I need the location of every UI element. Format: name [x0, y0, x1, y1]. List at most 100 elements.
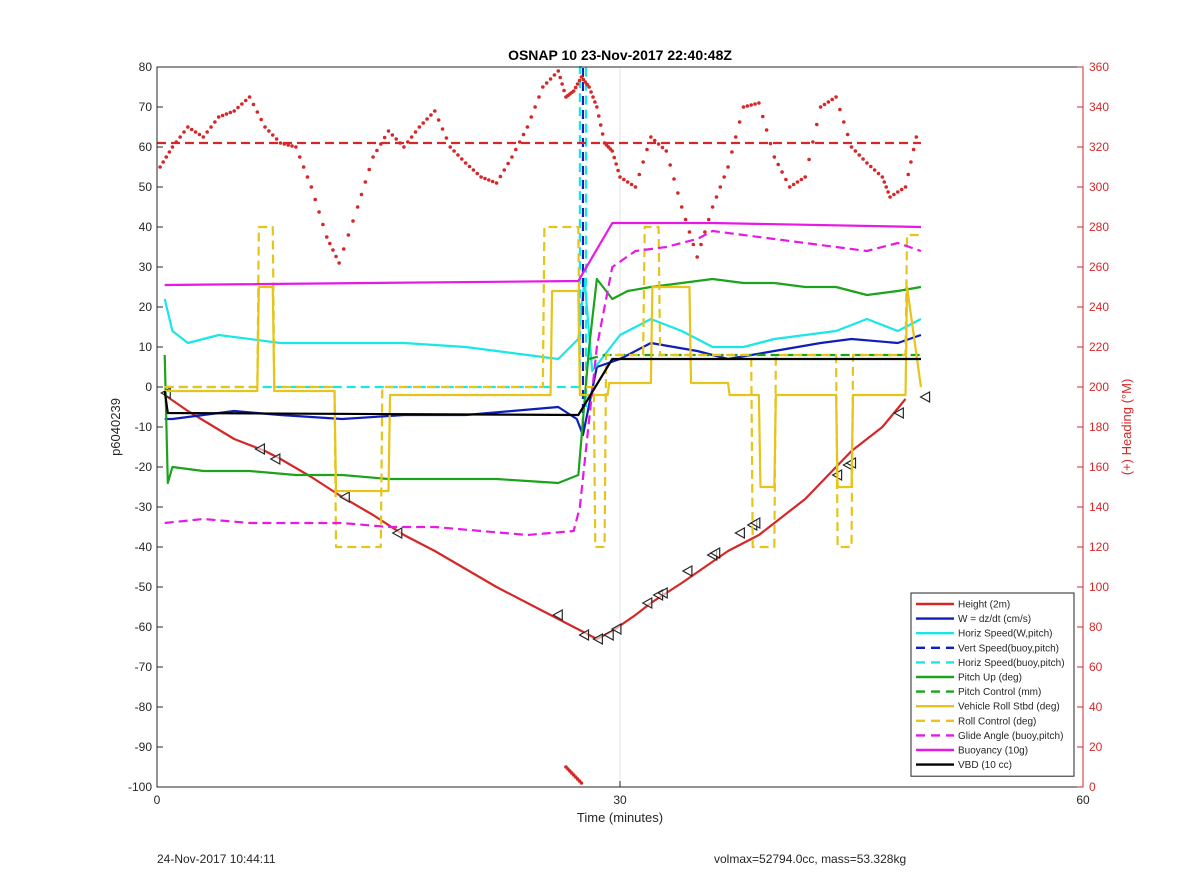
heading-point [537, 95, 541, 99]
y2-tick-label: 100 [1089, 580, 1109, 594]
heading-point [409, 135, 414, 139]
heading-point [577, 78, 582, 83]
height-marker [709, 546, 721, 560]
heading-point [471, 168, 476, 172]
heading-point [448, 145, 453, 149]
heading-point [589, 90, 593, 94]
heading-point [182, 130, 186, 134]
heading-point [552, 73, 557, 77]
heading-point [737, 120, 742, 124]
heading-point [440, 127, 445, 131]
heading-point [274, 137, 279, 141]
series-glide-angle-buoy-pitch [164, 229, 922, 537]
heading-point [236, 105, 240, 110]
heading-point [232, 109, 236, 113]
series-layer [157, 65, 931, 785]
heading-point [490, 179, 495, 184]
heading-point [776, 162, 780, 167]
heading-point [660, 145, 665, 150]
heading-point [668, 163, 672, 167]
heading-point [830, 97, 835, 102]
heading-point [888, 195, 892, 199]
heading-point [629, 182, 634, 187]
y-tick-label: -40 [135, 540, 153, 554]
heading-point [672, 177, 676, 181]
heading-point [247, 95, 252, 99]
heading-point [224, 112, 229, 116]
heading-point [548, 77, 553, 81]
y2-tick-label: 40 [1089, 700, 1103, 714]
heading-point [695, 255, 699, 259]
height-marker [656, 586, 668, 600]
x-tick-label: 60 [1076, 793, 1090, 807]
height-marker [734, 526, 745, 540]
heading-point [911, 147, 916, 152]
heading-point [463, 161, 468, 165]
heading-point [714, 195, 719, 199]
heading-point [560, 82, 564, 86]
heading-point [583, 80, 588, 84]
heading-point [656, 142, 661, 146]
height-marker [254, 442, 266, 456]
heading-point [167, 150, 172, 154]
height-marker [919, 390, 931, 404]
y2-tick-label: 60 [1089, 660, 1103, 674]
heading-point [679, 205, 684, 209]
heading-point [529, 115, 534, 119]
heading-point [687, 230, 692, 234]
heading-point [710, 205, 715, 209]
heading-point [355, 205, 360, 209]
heading-point [892, 192, 896, 197]
heading-point [386, 129, 391, 133]
heading-point [614, 162, 618, 166]
heading-point [294, 145, 298, 149]
y-tick-label: 10 [139, 340, 153, 354]
x-axis-label: Time (minutes) [577, 810, 663, 825]
height-marker [610, 622, 622, 636]
heading-point [460, 157, 464, 161]
heading-point [722, 175, 726, 179]
y2-tick-label: 240 [1089, 300, 1109, 314]
heading-point [228, 110, 233, 115]
heading-point [346, 233, 351, 237]
heading-point [772, 155, 777, 159]
heading-point [305, 175, 310, 179]
heading-point [857, 153, 862, 157]
heading-point [818, 105, 823, 109]
heading-point [803, 175, 807, 179]
heading-point [390, 133, 395, 137]
heading-point [161, 160, 165, 164]
series-horiz-speed-w-pitch [163, 277, 922, 373]
legend-label: Horiz Speed(W,pitch) [958, 629, 1052, 640]
heading-point [259, 117, 263, 122]
legend-label: Pitch Control (mm) [958, 687, 1041, 698]
heading-point [903, 185, 908, 189]
heading-point [328, 241, 332, 246]
heading-point [452, 149, 456, 153]
legend-label: Vehicle Roll Stbd (deg) [958, 702, 1060, 713]
footer-vehicle-params: volmax=52794.0cc, mass=53.328kg [714, 852, 907, 866]
heading-point [562, 88, 566, 93]
chart-title: OSNAP 10 23-Nov-2017 22:40:48Z [508, 47, 732, 63]
x-tick-label: 0 [154, 793, 161, 807]
series-buoyancy-10g [164, 221, 921, 287]
heading-point [313, 197, 317, 202]
y-tick-label: 0 [145, 380, 152, 394]
heading-point [914, 135, 919, 139]
height-marker [749, 516, 761, 530]
series-vbd-10-cc [163, 357, 921, 417]
heading-point [359, 192, 364, 197]
heading-point [886, 190, 890, 194]
heading-point [514, 147, 518, 152]
heading-point [591, 95, 595, 99]
heading-point [444, 136, 449, 140]
series-pitch-up-deg [163, 277, 922, 485]
heading-point [676, 191, 680, 195]
heading-point [402, 145, 406, 149]
heading-point [807, 157, 811, 162]
series-roll-control-deg [164, 225, 921, 549]
series-height-markers [160, 386, 931, 646]
y-tick-label: 20 [139, 300, 153, 314]
heading-point [213, 120, 217, 124]
y-tick-label: -10 [135, 420, 153, 434]
